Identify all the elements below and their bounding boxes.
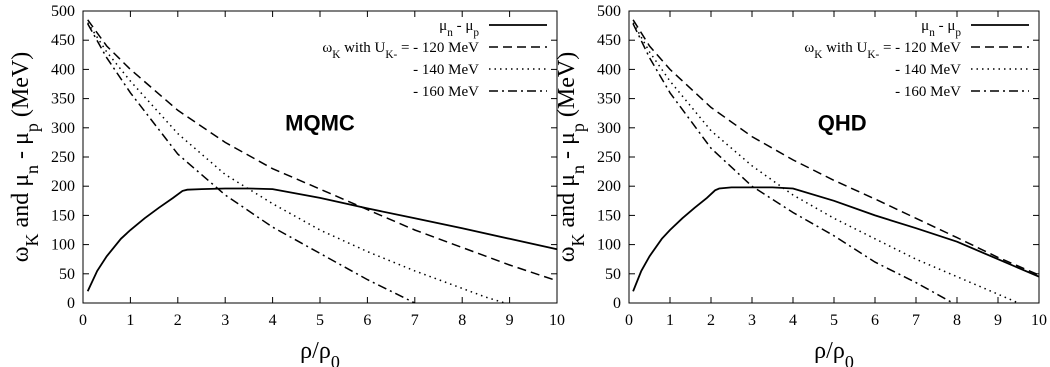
x-tick-label: 5 xyxy=(316,312,324,329)
x-tick-label: 1 xyxy=(666,312,674,329)
y-tick-label: 400 xyxy=(51,61,75,78)
x-tick-label: 6 xyxy=(871,312,879,329)
x-axis-title: ρ/ρ0 xyxy=(300,338,340,367)
y-tick-label: 200 xyxy=(51,178,75,195)
y-tick-label: 150 xyxy=(51,207,75,224)
plot-frame xyxy=(82,10,558,304)
y-tick-label: 200 xyxy=(597,178,621,195)
y-tick-label: 350 xyxy=(51,91,75,108)
x-tick-label: 6 xyxy=(363,312,371,329)
legend-label: μn - μp xyxy=(921,18,961,39)
y-tick-label: 0 xyxy=(67,295,75,312)
legend-label: - 160 MeV xyxy=(895,84,961,100)
x-tick-label: 9 xyxy=(506,312,514,329)
x-tick-label: 0 xyxy=(79,312,87,329)
panel-label: MQMC xyxy=(285,111,355,136)
x-tick-label: 4 xyxy=(789,312,797,329)
x-tick-label: 1 xyxy=(126,312,134,329)
y-tick-label: 150 xyxy=(597,207,621,224)
y-tick-label: 300 xyxy=(597,120,621,137)
y-tick-label: 300 xyxy=(51,120,75,137)
chart-panel-qhd: 0 1 2 3 4 5 6 7 8 9 100501001502002503003504004505… xyxy=(554,3,1047,367)
x-axis-title: ρ/ρ0 xyxy=(814,338,854,367)
x-tick-label: 2 xyxy=(707,312,715,329)
y-axis-title: ωK and μn - μp (MeV) xyxy=(8,52,42,263)
legend-label: - 140 MeV xyxy=(895,62,961,78)
y-tick-label: 350 xyxy=(597,91,621,108)
y-tick-label: 500 xyxy=(597,3,621,20)
x-tick-label: 3 xyxy=(221,312,229,329)
x-tick-label: 0 xyxy=(625,312,633,329)
series-line-dashdot xyxy=(632,23,954,304)
y-tick-label: 100 xyxy=(51,237,75,254)
series-line-solid xyxy=(632,186,1040,292)
x-tick-label: 10 xyxy=(549,312,565,329)
chart-panel-mqmc: 0 1 2 3 4 5 6 7 8 9 100501001502002503003504004505… xyxy=(8,3,565,367)
y-tick-label: 450 xyxy=(51,32,75,49)
y-tick-label: 50 xyxy=(59,266,75,283)
x-tick-label: 10 xyxy=(1031,312,1047,329)
legend-label: ωK with UK- = - 120 MeV xyxy=(804,40,961,61)
y-tick-label: 400 xyxy=(597,61,621,78)
x-tick-label: 8 xyxy=(458,312,466,329)
y-tick-label: 450 xyxy=(597,32,621,49)
y-tick-label: 500 xyxy=(51,3,75,20)
y-tick-label: 0 xyxy=(613,295,621,312)
legend-label: - 140 MeV xyxy=(413,62,479,78)
y-tick-label: 250 xyxy=(51,149,75,166)
y-axis-title: ωK and μn - μp (MeV) xyxy=(554,52,588,263)
legend-label: ωK with UK- = - 120 MeV xyxy=(322,40,479,61)
x-tick-label: 9 xyxy=(994,312,1002,329)
legend-label: - 160 MeV xyxy=(413,84,479,100)
series-line-dashed xyxy=(87,19,558,282)
x-tick-label: 7 xyxy=(411,312,419,329)
x-tick-label: 2 xyxy=(174,312,182,329)
series-line-dashdot xyxy=(87,23,416,304)
y-tick-label: 250 xyxy=(597,149,621,166)
series-line-dotted xyxy=(87,22,506,304)
legend-label: μn - μp xyxy=(439,18,479,39)
y-tick-label: 100 xyxy=(597,237,621,254)
x-tick-label: 7 xyxy=(912,312,920,329)
x-tick-label: 5 xyxy=(830,312,838,329)
x-tick-label: 3 xyxy=(748,312,756,329)
x-tick-label: 8 xyxy=(953,312,961,329)
series-line-dashed xyxy=(632,19,1040,276)
panel-label: QHD xyxy=(818,111,867,136)
x-tick-label: 4 xyxy=(269,312,277,329)
series-line-solid xyxy=(86,187,558,292)
y-tick-label: 50 xyxy=(605,266,621,283)
